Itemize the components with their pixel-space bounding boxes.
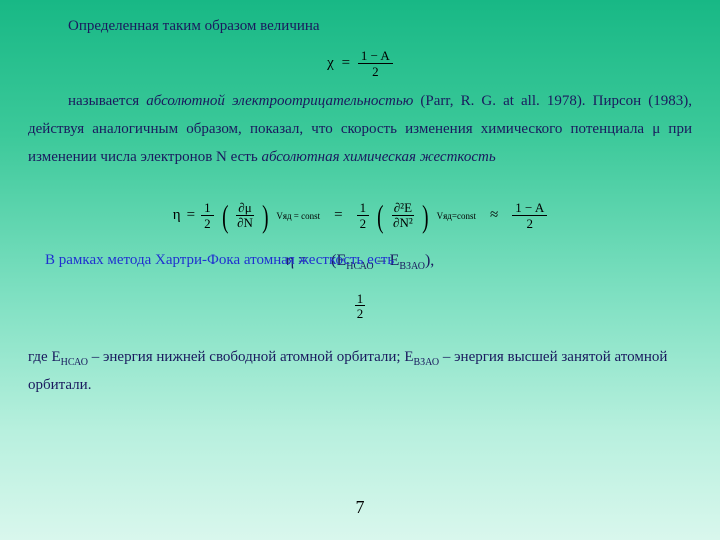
lparen-2: ( xyxy=(377,200,383,232)
frac-half-d: 2 xyxy=(355,306,366,320)
cond-2: Vяд=const xyxy=(437,211,476,221)
p2-t2: ( xyxy=(413,93,425,109)
p2-t1: называется xyxy=(68,93,146,109)
approx-sign: ≈ xyxy=(490,207,498,224)
dmu-dN: ∂μ ∂N xyxy=(236,201,253,229)
p3-s1: НСАО xyxy=(61,357,88,368)
chi-frac-num: 1 − A xyxy=(358,49,393,64)
frac-half-n: 1 xyxy=(355,292,366,306)
half-1: 1 2 xyxy=(201,201,214,230)
half2-n: 1 xyxy=(357,201,370,216)
dN2: ∂N² xyxy=(392,216,414,230)
eta-sym: η xyxy=(173,207,181,224)
eq3-close: ), xyxy=(425,252,434,269)
d2E-dN2: ∂²E ∂N² xyxy=(392,201,414,229)
p2-term2: абсолютная химическая жесткость xyxy=(261,149,495,165)
half2-d: 2 xyxy=(357,216,370,231)
chi-symbol: χ xyxy=(327,55,334,71)
legend-paragraph: где EНСАО – энергия нижней свободной ато… xyxy=(28,344,692,400)
chi-fraction: 1 − A 2 xyxy=(358,49,393,78)
rhs-frac: 1 − A 2 xyxy=(512,201,547,230)
p2-term1: абсолютной электроотрицательностью xyxy=(146,93,413,109)
p3-t2: – энергия нижней свободной атомной орбит… xyxy=(88,349,414,365)
equation-eta-derivative: η = 1 2 ( ∂μ ∂N ) Vяд = const = 1 2 ( ∂²E… xyxy=(28,200,692,246)
frac-half-standalone: 1 2 xyxy=(355,292,366,320)
cond-1: Vяд = const xyxy=(276,211,320,221)
eq-sign: = xyxy=(342,55,350,71)
equation-chi: χ = 1 − A 2 xyxy=(28,49,692,78)
frac-half-standalone-wrap: 1 2 xyxy=(28,278,692,338)
p2-ref: Parr, R. G. xyxy=(425,93,496,109)
dN: ∂N xyxy=(236,216,253,230)
p3-s2: ВЗАО xyxy=(413,357,439,368)
half-2: 1 2 xyxy=(357,201,370,230)
intro-line: Определенная таким образом величина xyxy=(68,18,692,35)
eq3-sub2: ВЗАО xyxy=(399,261,425,272)
half1-n: 1 xyxy=(201,201,214,216)
rhs-d: 2 xyxy=(512,216,547,231)
eq-sign-3: = xyxy=(334,207,342,224)
hartree-fock-note: В рамках метода Хартри-Фока атомная жест… xyxy=(45,252,394,269)
p3-t1: где E xyxy=(28,349,61,365)
eq-sign-2: = xyxy=(187,207,195,224)
rparen-2: ) xyxy=(422,200,428,232)
lparen-1: ( xyxy=(222,200,228,232)
paragraph-definition: называется абсолютной электроотрицательн… xyxy=(28,88,692,171)
rhs-n: 1 − A xyxy=(512,201,547,216)
half1-d: 2 xyxy=(201,216,214,231)
page-number: 7 xyxy=(356,497,365,518)
chi-frac-den: 2 xyxy=(358,64,393,79)
d2E: ∂²E xyxy=(392,201,414,216)
rparen-1: ) xyxy=(262,200,268,232)
dmu: ∂μ xyxy=(236,201,253,216)
